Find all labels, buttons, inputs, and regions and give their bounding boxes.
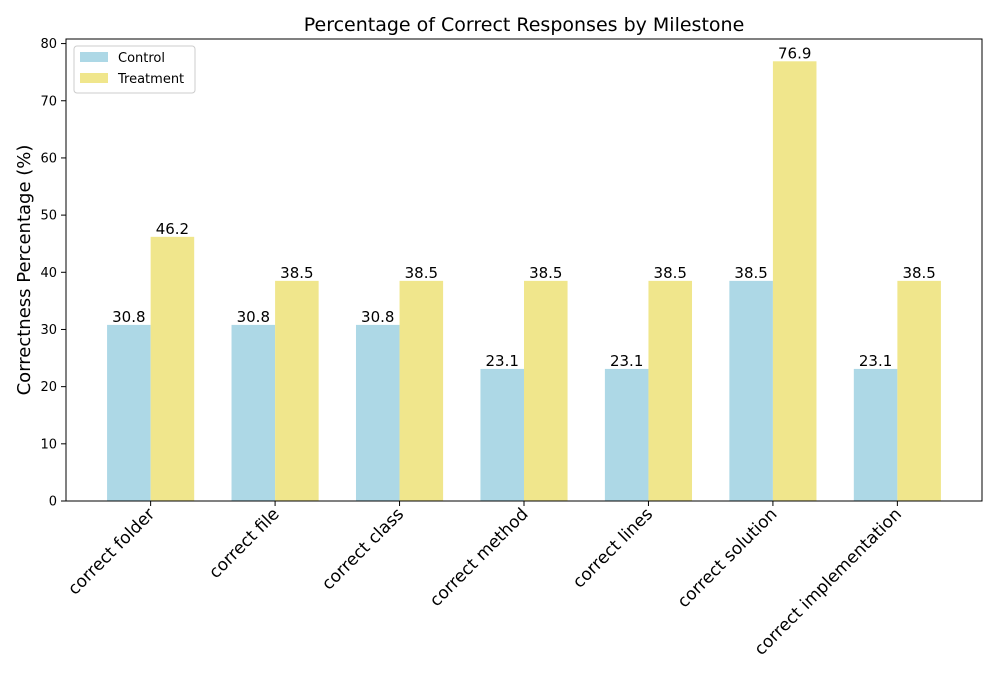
bar-value-label: 46.2	[156, 220, 189, 238]
chart-title: Percentage of Correct Responses by Miles…	[304, 14, 745, 36]
y-tick-label: 40	[40, 266, 57, 281]
bar-treatment-6	[897, 280, 941, 501]
y-tick-label: 60	[40, 151, 57, 166]
bar-treatment-4	[648, 280, 693, 501]
y-axis: 0 10 20 30 40 50 60 70 80	[40, 37, 66, 510]
bar-treatment-5	[772, 61, 817, 502]
bar-control-5	[729, 280, 773, 501]
legend-swatch-control	[80, 52, 108, 62]
bar-control-4	[604, 368, 649, 501]
legend-label-treatment: Treatment	[117, 72, 184, 87]
bar-value-label: 30.8	[112, 308, 145, 326]
bar-control-6	[853, 368, 898, 501]
bar-treatment-2	[399, 280, 444, 501]
y-tick-label: 80	[40, 37, 57, 52]
x-tick-label: correct file	[205, 504, 283, 582]
x-tick-label: correct method	[426, 504, 532, 610]
bar-value-label: 38.5	[902, 264, 935, 282]
bar-value-label: 38.5	[529, 264, 562, 282]
bar-control-1	[231, 324, 276, 501]
bar-value-label: 38.5	[405, 264, 438, 282]
bar-labels-layer: 30.8 30.8 30.8 23.1 23.1 38.5 23.1 46.2 38.5 38.5…	[112, 44, 936, 370]
x-tick-label: correct lines	[569, 504, 657, 592]
bar-control-0	[107, 324, 151, 501]
x-tick-label: correct implementation	[751, 504, 906, 659]
bar-treatment-3	[524, 280, 568, 501]
bar-control-3	[480, 368, 524, 501]
bar-value-label: 23.1	[859, 352, 892, 370]
y-tick-label: 10	[40, 437, 57, 452]
bar-value-label: 30.8	[361, 308, 394, 326]
legend-label-control: Control	[118, 51, 165, 66]
y-tick-label: 20	[40, 380, 57, 395]
y-tick-label: 70	[40, 94, 57, 109]
y-tick-label: 50	[40, 209, 57, 224]
bar-value-label: 23.1	[610, 352, 643, 370]
bar-value-label: 38.5	[654, 264, 687, 282]
bar-treatment-0	[150, 236, 195, 501]
bar-value-label: 30.8	[237, 308, 270, 326]
bar-control-2	[355, 324, 400, 501]
bar-value-label: 38.5	[280, 264, 313, 282]
bar-value-label: 23.1	[486, 352, 519, 370]
legend: Control Treatment	[73, 45, 196, 94]
x-tick-label: correct solution	[674, 504, 782, 612]
x-tick-label: correct class	[318, 504, 408, 594]
x-axis: correct folder correct file correct class c…	[64, 501, 906, 660]
x-tick-label: correct folder	[64, 504, 159, 599]
bar-treatment-1	[275, 280, 319, 501]
plot-frame	[65, 38, 983, 502]
bar-value-label: 76.9	[778, 44, 811, 62]
legend-swatch-treatment	[80, 73, 108, 83]
y-tick-label: 30	[40, 323, 57, 338]
bars-layer	[107, 61, 941, 502]
y-tick-label: 0	[49, 495, 57, 510]
bar-value-label: 38.5	[734, 264, 767, 282]
y-axis-label: Correctness Percentage (%)	[14, 145, 35, 396]
